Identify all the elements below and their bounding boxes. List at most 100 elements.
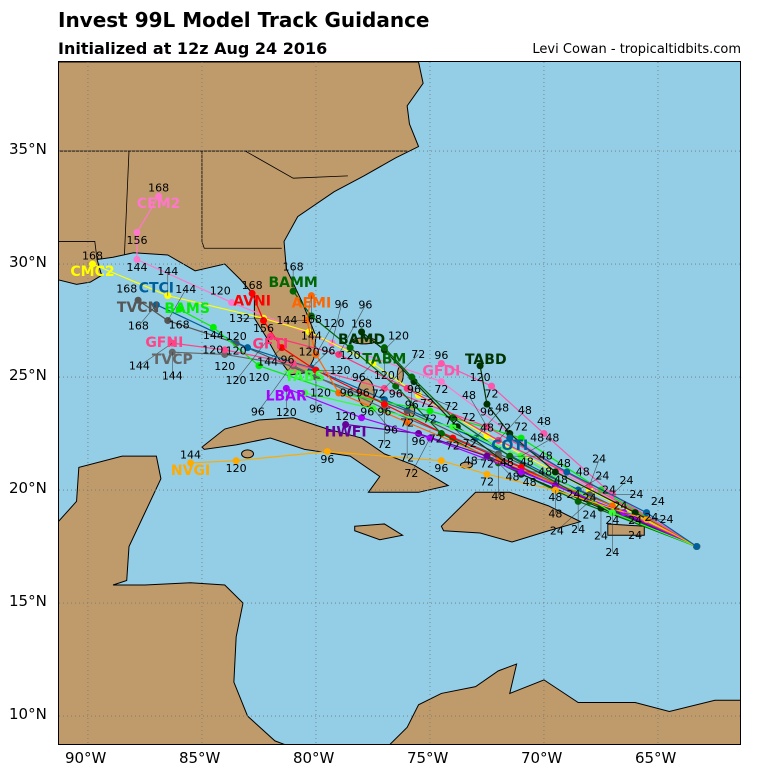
forecast-hour-label: 48 bbox=[576, 465, 590, 478]
model-label: COTI bbox=[491, 438, 528, 454]
forecast-hour-label: 24 bbox=[583, 492, 597, 505]
lat-tick-label: 20°N bbox=[9, 479, 47, 498]
track-point bbox=[221, 346, 229, 354]
label-leader-line bbox=[338, 305, 366, 355]
forecast-hour-label: 72 bbox=[514, 420, 528, 433]
forecast-hour-label: 48 bbox=[518, 404, 532, 417]
model-label: BAMS bbox=[164, 301, 210, 317]
label-leader-line bbox=[384, 354, 419, 389]
forecast-hour-label: 144 bbox=[203, 329, 224, 342]
label-leader-line bbox=[384, 335, 399, 351]
forecast-hour-label: 144 bbox=[162, 370, 183, 383]
model-label: BAMM bbox=[268, 275, 317, 291]
leader-layer bbox=[138, 267, 667, 553]
forecast-hour-label: 72 bbox=[445, 400, 459, 413]
forecast-hour-label: 24 bbox=[628, 514, 642, 527]
forecast-hour-label: 96 bbox=[412, 435, 426, 448]
forecast-hour-label: 72 bbox=[400, 452, 414, 465]
model-label: NVGI bbox=[171, 463, 210, 479]
forecast-hour-label: 24 bbox=[613, 499, 627, 512]
forecast-hour-label: 120 bbox=[276, 406, 297, 419]
forecast-hour-label: 144 bbox=[257, 355, 278, 368]
model-label: GFTI bbox=[252, 336, 288, 352]
forecast-hour-label: 48 bbox=[539, 450, 553, 463]
forecast-hour-label: 168 bbox=[116, 282, 137, 295]
model-label: TABM bbox=[362, 352, 406, 368]
jamaica bbox=[354, 523, 404, 541]
forecast-hour-label: 144 bbox=[276, 314, 297, 327]
label-leader-line bbox=[372, 408, 392, 431]
forecast-hour-label: 168 bbox=[351, 317, 372, 330]
forecast-hour-label: 48 bbox=[480, 421, 494, 434]
track-point bbox=[133, 228, 141, 236]
track-point bbox=[248, 289, 256, 297]
track-point bbox=[133, 256, 141, 264]
lat-tick-label: 15°N bbox=[9, 592, 47, 611]
forecast-hour-label: 120 bbox=[335, 410, 356, 423]
forecast-hour-label: 72 bbox=[404, 467, 418, 480]
track-point bbox=[260, 317, 268, 325]
forecast-hour-label: 168 bbox=[301, 313, 322, 326]
track-point bbox=[483, 400, 491, 408]
forecast-hour-label: 72 bbox=[400, 416, 414, 429]
forecast-hour-label: 120 bbox=[248, 371, 269, 384]
track-line-lbar bbox=[286, 387, 697, 548]
track-point bbox=[437, 457, 445, 465]
label-leader-line bbox=[311, 350, 329, 369]
forecast-hour-label: 72 bbox=[497, 421, 511, 434]
forecast-hour-label: 120 bbox=[329, 364, 350, 377]
forecast-hour-label: 48 bbox=[548, 508, 562, 521]
forecast-hour-label: 72 bbox=[480, 458, 494, 471]
forecast-hour-label: 24 bbox=[629, 488, 643, 501]
model-label: TABS bbox=[285, 369, 325, 385]
forecast-hour-label: 120 bbox=[226, 462, 247, 475]
forecast-hour-label: 168 bbox=[242, 279, 263, 292]
track-point bbox=[89, 260, 97, 268]
track-point bbox=[358, 414, 366, 422]
model-label: CEM2 bbox=[137, 196, 181, 212]
forecast-hour-label: 72 bbox=[377, 438, 391, 451]
forecast-hour-label: 120 bbox=[323, 317, 344, 330]
forecast-hour-label: 48 bbox=[538, 465, 552, 478]
track-point bbox=[164, 292, 172, 300]
model-label: GFDI bbox=[422, 363, 460, 379]
model-label: GFNI bbox=[145, 335, 183, 351]
island bbox=[351, 337, 377, 345]
forecast-hour-label: 96 bbox=[321, 345, 335, 358]
forecast-hour-label: 48 bbox=[548, 491, 562, 504]
island bbox=[241, 449, 255, 459]
forecast-hour-label: 24 bbox=[660, 513, 674, 526]
forecast-hour-label: 96 bbox=[384, 424, 398, 437]
track-point bbox=[187, 459, 195, 467]
hispaniola bbox=[440, 491, 582, 543]
forecast-hour-label: 48 bbox=[523, 476, 537, 489]
track-point bbox=[476, 362, 484, 370]
forecast-hour-label: 48 bbox=[462, 389, 476, 402]
forecast-hour-label: 72 bbox=[446, 440, 460, 453]
track-map: CEM2 CMC2 TVCN TVCP CTCI BAMS GFNI AVNI BAMM AEMI… bbox=[58, 61, 741, 745]
forecast-hour-label: 72 bbox=[423, 412, 437, 425]
state-border bbox=[124, 151, 130, 256]
forecast-hour-label: 48 bbox=[530, 432, 544, 445]
forecast-hour-label: 144 bbox=[126, 261, 147, 274]
label-leader-line bbox=[358, 363, 374, 378]
forecast-hour-label: 96 bbox=[320, 453, 334, 466]
forecast-hour-label: 156 bbox=[253, 322, 274, 335]
label-leader-line bbox=[612, 480, 627, 495]
forecast-hour-label: 120 bbox=[310, 386, 331, 399]
lat-tick-label: 30°N bbox=[9, 253, 47, 272]
label-leader-line bbox=[470, 455, 499, 462]
track-point bbox=[342, 421, 350, 429]
track-point bbox=[323, 448, 331, 456]
map-canvas: CEM2 CMC2 TVCN TVCP CTCI BAMS GFNI AVNI BAMM AEMI… bbox=[59, 62, 740, 744]
model-label: AEMI bbox=[292, 296, 332, 312]
track-point bbox=[266, 332, 274, 340]
forecast-hour-label: 96 bbox=[480, 406, 494, 419]
map-title: Invest 99L Model Track Guidance bbox=[58, 8, 430, 32]
cuba bbox=[201, 417, 450, 493]
forecast-hour-label: 96 bbox=[358, 299, 372, 312]
model-label: CTCI bbox=[139, 281, 174, 297]
forecast-hour-label: 24 bbox=[651, 495, 665, 508]
forecast-hour-label: 24 bbox=[594, 530, 608, 543]
forecast-hour-label: 120 bbox=[225, 374, 246, 387]
